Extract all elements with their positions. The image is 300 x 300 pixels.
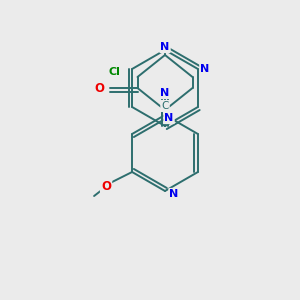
Text: N: N: [164, 113, 174, 123]
Text: N: N: [200, 64, 209, 74]
Text: N: N: [169, 189, 178, 199]
Text: C: C: [161, 101, 169, 111]
Text: O: O: [101, 181, 111, 194]
Text: N: N: [160, 88, 169, 98]
Text: N: N: [160, 42, 169, 52]
Text: Cl: Cl: [108, 67, 120, 77]
Text: O: O: [94, 82, 104, 94]
